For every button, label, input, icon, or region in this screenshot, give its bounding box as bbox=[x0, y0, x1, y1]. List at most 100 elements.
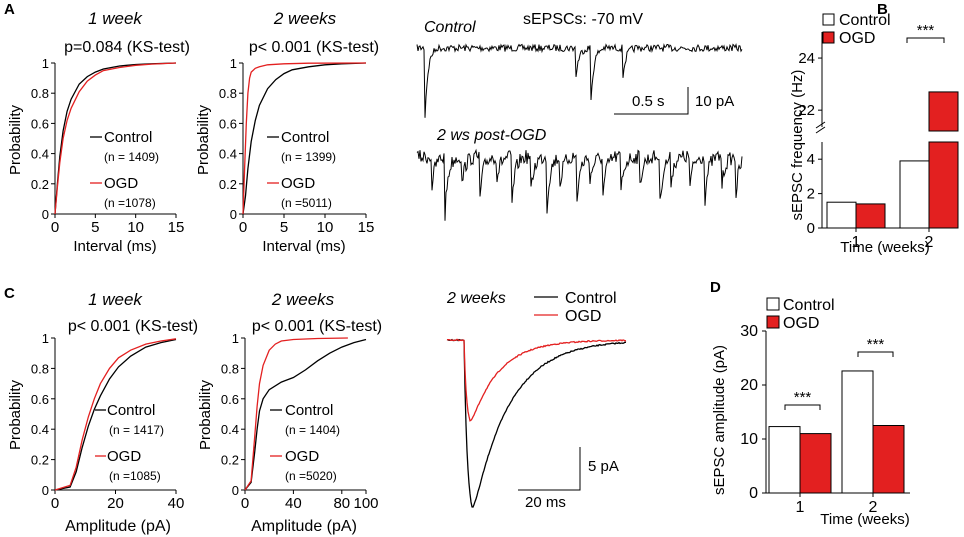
bar-ogd-week2 bbox=[872, 425, 905, 494]
y-tick-label: 22 bbox=[798, 102, 815, 119]
chart-c3-legend-control: Control bbox=[565, 290, 617, 307]
y-tick-label: 1 bbox=[232, 331, 239, 346]
chart-c3-scalebar-x: 20 ms bbox=[525, 494, 566, 511]
chart-c1-title: 1 week bbox=[88, 290, 143, 309]
chart-c1-subtitle: p< 0.001 (KS-test) bbox=[68, 318, 198, 335]
y-tick-label: 0.2 bbox=[31, 453, 49, 468]
chart-c1-yticks: 0 0.2 0.4 0.6 0.8 1 bbox=[31, 331, 55, 498]
chart-a2-xlabel: Interval (ms) bbox=[262, 238, 345, 255]
chart-d-legend-ogd: OGD bbox=[783, 315, 819, 332]
chart-c2-legend-control: Control bbox=[285, 402, 333, 419]
axis-break-mark bbox=[815, 121, 826, 129]
chart-c1-series-ogd bbox=[54, 338, 177, 491]
chart-c3-trace-control bbox=[446, 338, 627, 508]
y-tick-label: 2 bbox=[807, 186, 815, 203]
x-tick-label: 0 bbox=[51, 495, 59, 512]
y-tick-label: 0.4 bbox=[31, 422, 49, 437]
y-tick-label: 1 bbox=[42, 56, 49, 71]
y-tick-label: 0 bbox=[232, 483, 239, 498]
chart-c1-xlabel: Amplitude (pA) bbox=[65, 518, 171, 535]
y-tick-label: 0.2 bbox=[221, 453, 239, 468]
sig-bracket bbox=[784, 404, 821, 410]
chart-b-significance: *** bbox=[906, 22, 945, 43]
trace-post-ogd bbox=[416, 148, 743, 221]
chart-c2-series-ogd bbox=[244, 337, 348, 491]
chart-b-legend-control-swatch bbox=[822, 13, 835, 26]
bar-control-week2 bbox=[841, 370, 874, 494]
y-tick-label: 4 bbox=[807, 151, 815, 168]
y-tick-label: 0 bbox=[42, 483, 49, 498]
chart-b-legend-ogd-swatch bbox=[822, 31, 835, 44]
chart-d-legend-ogd-swatch bbox=[766, 315, 780, 329]
y-tick-label: 0.6 bbox=[219, 116, 237, 131]
chart-c2-title: 2 weeks bbox=[271, 290, 335, 309]
chart-c3-scalebar bbox=[518, 447, 581, 491]
chart-c1-series-control bbox=[54, 338, 177, 491]
x-tick-label: 10 bbox=[127, 219, 144, 236]
panel-label-a: A bbox=[4, 1, 15, 18]
y-tick-label: 0.8 bbox=[219, 86, 237, 101]
chart-d-bars bbox=[768, 370, 905, 494]
chart-c1-legend-control-n: (n = 1417) bbox=[109, 423, 164, 437]
sig-bracket bbox=[857, 351, 894, 357]
sig-stars: *** bbox=[794, 389, 812, 406]
panel-label-c: C bbox=[4, 285, 15, 302]
y-tick-label: 1 bbox=[230, 56, 237, 71]
chart-b-frequency-bars: Control OGD sEPSC frequency (Hz) Time (w… bbox=[789, 12, 959, 256]
chart-a1-series-ogd bbox=[54, 62, 177, 215]
axis-break-mark bbox=[815, 126, 826, 134]
x-tick-label: 2 bbox=[925, 234, 934, 251]
chart-a2-legend-control: Control bbox=[281, 129, 329, 146]
chart-c3-average-sepsc: 2 weeks Control OGD 20 ms 5 pA bbox=[446, 290, 627, 511]
chart-d-ylabel: sEPSC amplitude (pA) bbox=[711, 345, 728, 495]
chart-a2-subtitle: p< 0.001 (KS-test) bbox=[249, 39, 379, 56]
chart-d-xlabel: Time (weeks) bbox=[820, 511, 909, 528]
sig-stars: *** bbox=[917, 22, 935, 39]
chart-a1-series-control bbox=[54, 62, 177, 215]
x-tick-label: 15 bbox=[168, 219, 185, 236]
y-tick-label: 0.2 bbox=[31, 177, 49, 192]
y-tick-label: 0.8 bbox=[221, 361, 239, 376]
chart-c2-legend-control-n: (n = 1404) bbox=[285, 423, 340, 437]
chart-d-significance: *** *** bbox=[784, 336, 894, 410]
x-tick-label: 5 bbox=[280, 219, 288, 236]
trace-scalebar bbox=[614, 87, 689, 115]
chart-a1-ylabel: Probability bbox=[7, 104, 24, 175]
chart-c2-cumulative-amplitude-2weeks: 2 weeks p< 0.001 (KS-test) Probability A… bbox=[197, 290, 382, 535]
x-tick-label: 80 bbox=[333, 495, 350, 512]
chart-c1-legend-control: Control bbox=[107, 402, 155, 419]
bar-ogd-week2-low bbox=[928, 141, 959, 229]
x-tick-label: 20 bbox=[107, 495, 124, 512]
chart-c2-subtitle: p< 0.001 (KS-test) bbox=[252, 318, 382, 335]
y-tick-label: 0.6 bbox=[221, 392, 239, 407]
chart-b-legend-ogd: OGD bbox=[839, 30, 875, 47]
chart-b-bars bbox=[826, 91, 959, 229]
chart-a3-sepsc-traces: sEPSCs: -70 mV Control 2 ws post-OGD 0.5… bbox=[416, 11, 743, 221]
y-tick-label: 0.6 bbox=[31, 116, 49, 131]
chart-d-legend-control-swatch bbox=[766, 297, 780, 311]
x-tick-label: 1 bbox=[852, 234, 861, 251]
chart-a1-legend-control: Control bbox=[104, 129, 152, 146]
chart-c1-legend-ogd-n: (n =1085) bbox=[109, 469, 161, 483]
chart-c1-cumulative-amplitude-1week: 1 week p< 0.001 (KS-test) Probability Am… bbox=[7, 290, 198, 535]
chart-c2-xticks: 0 40 80 100 bbox=[241, 490, 379, 512]
chart-c2-series-control bbox=[244, 338, 367, 491]
x-tick-label: 5 bbox=[91, 219, 99, 236]
y-tick-label: 0.8 bbox=[31, 361, 49, 376]
y-tick-label: 0 bbox=[749, 485, 758, 502]
chart-b-ylabel: sEPSC frequency (Hz) bbox=[789, 70, 806, 221]
chart-c2-ylabel: Probability bbox=[197, 379, 214, 450]
chart-a2-series-control bbox=[242, 62, 367, 215]
y-tick-label: 0 bbox=[42, 207, 49, 222]
chart-c1-legend-ogd: OGD bbox=[107, 448, 141, 465]
chart-c2-legend-ogd-n: (n =5020) bbox=[285, 469, 337, 483]
y-tick-label: 0.8 bbox=[31, 86, 49, 101]
chart-a1-yticks: 0 0.2 0.4 0.6 0.8 1 bbox=[31, 56, 55, 222]
chart-c3-scalebar-y: 5 pA bbox=[588, 458, 619, 475]
bar-control-week1 bbox=[826, 201, 857, 229]
trace-label-post-ogd: 2 ws post-OGD bbox=[436, 127, 547, 144]
chart-c1-ylabel: Probability bbox=[7, 379, 24, 450]
chart-d-legend-control: Control bbox=[783, 297, 835, 314]
chart-c3-legend-ogd: OGD bbox=[565, 308, 601, 325]
y-tick-label: 30 bbox=[740, 323, 758, 340]
